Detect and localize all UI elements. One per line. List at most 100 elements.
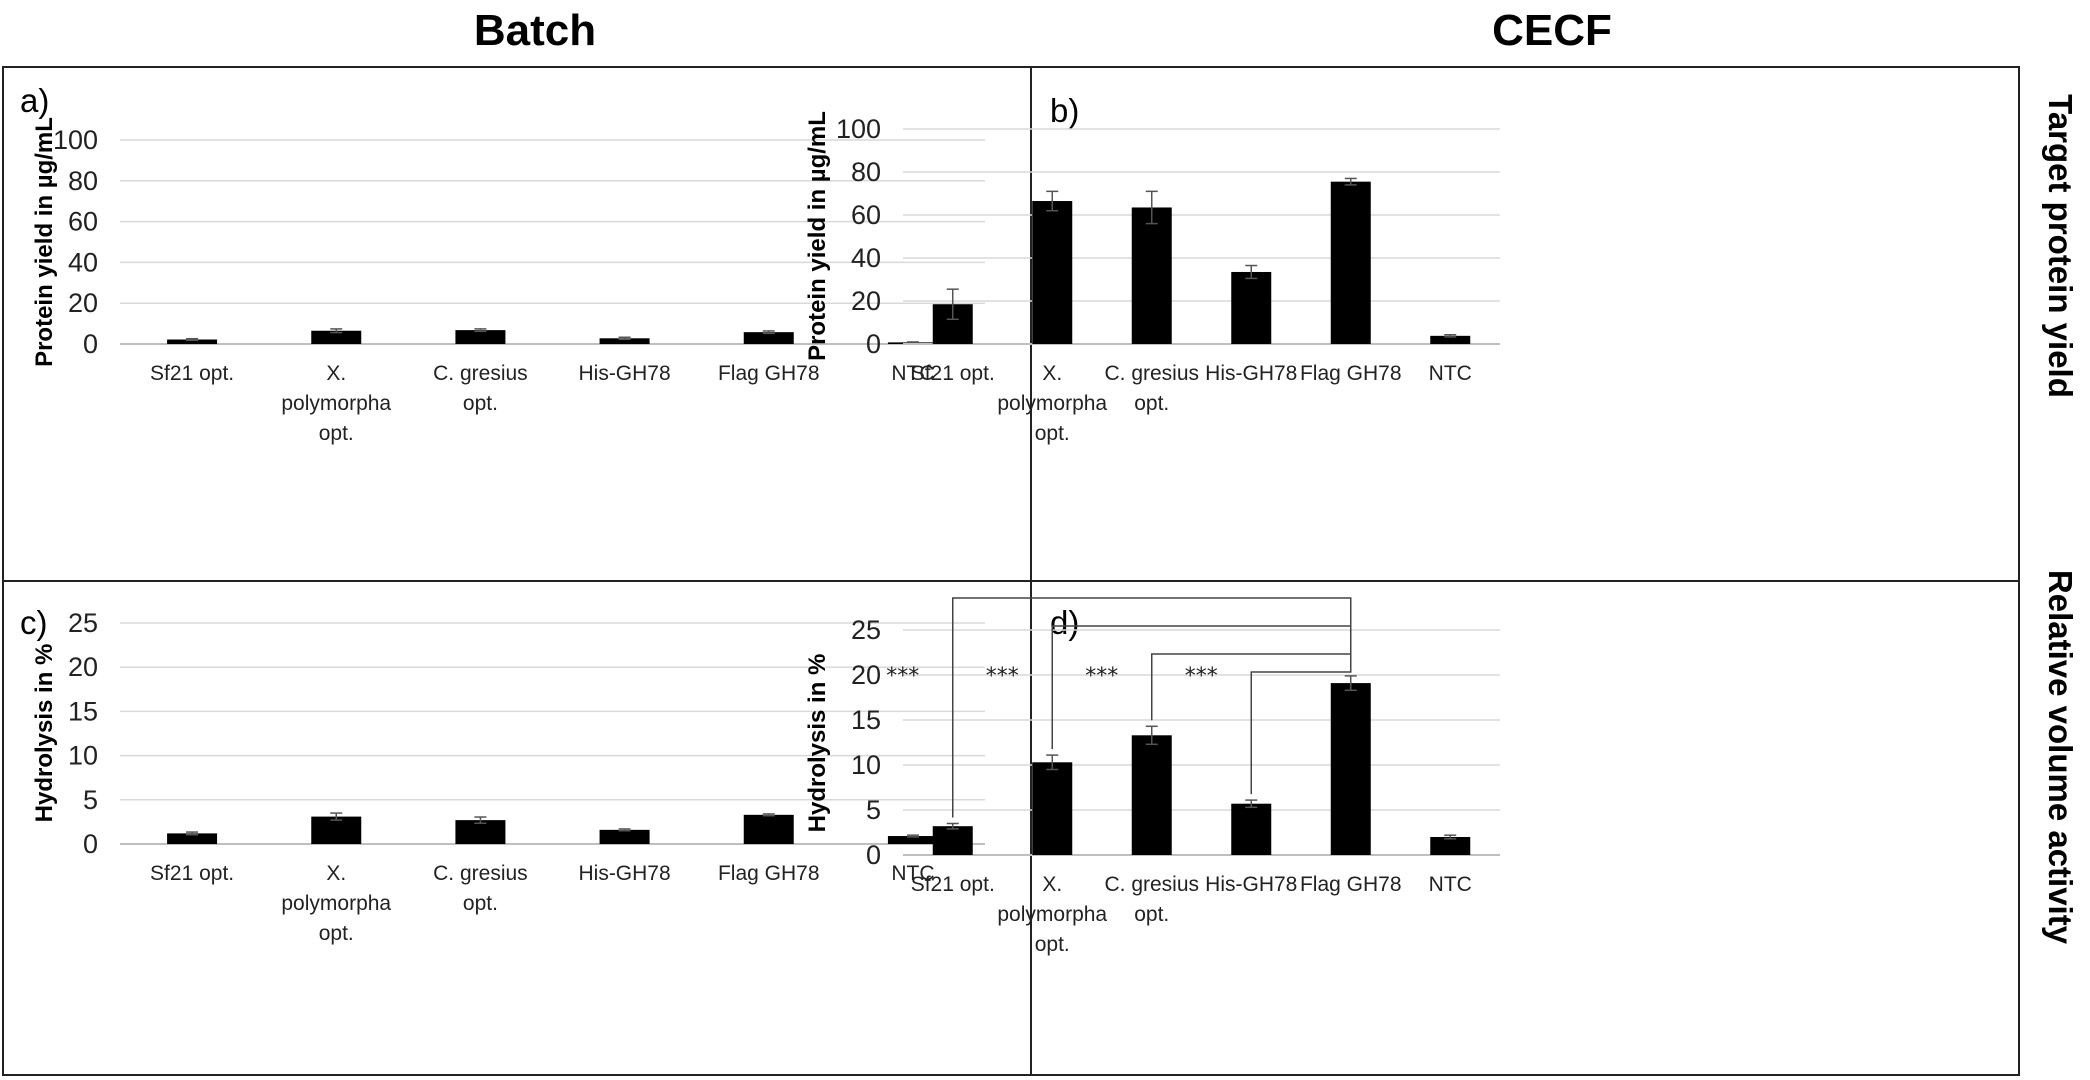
bar-b-1 xyxy=(1032,201,1073,344)
x-tick-label-c-2-1: opt. xyxy=(463,892,498,915)
y-tick-label-b-0: 0 xyxy=(866,329,881,359)
x-tick-label-b-1-2: opt. xyxy=(1035,422,1070,445)
y-tick-label-b-80: 80 xyxy=(851,157,881,187)
y-axis-label-b: Protein yield in µg/mL xyxy=(804,111,831,361)
significance-bracket-1 xyxy=(1051,625,1352,750)
x-tick-label-a-1-1: polymorpha xyxy=(281,392,391,415)
y-tick-label-a-20: 20 xyxy=(68,288,98,318)
significance-label-2: *** xyxy=(1085,664,1118,689)
x-tick-label-d-1-2: opt. xyxy=(1035,933,1070,956)
bar-d-1 xyxy=(1032,762,1073,855)
x-tick-label-d-0-0: Sf21 opt. xyxy=(911,873,995,896)
panel-label-d: d) xyxy=(1050,604,1080,641)
bar-a-4 xyxy=(743,332,794,344)
x-tick-label-b-2-0: C. gresius xyxy=(1104,362,1199,385)
x-tick-label-b-4-0: Flag GH78 xyxy=(1300,362,1402,385)
y-tick-label-a-40: 40 xyxy=(68,247,98,277)
bar-d-5 xyxy=(1430,837,1471,855)
bar-d-2 xyxy=(1131,735,1172,855)
y-axis-label-a: Protein yield in µg/mL xyxy=(31,117,58,367)
x-tick-label-c-2-0: C. gresius xyxy=(433,862,528,885)
y-tick-label-b-40: 40 xyxy=(851,243,881,273)
y-tick-label-c-25: 25 xyxy=(68,608,98,638)
bar-a-1 xyxy=(311,330,362,344)
y-tick-label-d-25: 25 xyxy=(851,615,881,645)
column-title-batch: Batch xyxy=(473,6,597,55)
x-tick-label-b-2-1: opt. xyxy=(1134,392,1169,415)
y-axis-label-d: Hydrolysis in % xyxy=(804,654,831,833)
bar-b-5 xyxy=(1430,335,1471,344)
x-tick-label-a-1-0: X. xyxy=(326,362,346,385)
x-tick-label-c-0-0: Sf21 opt. xyxy=(150,862,234,885)
x-tick-label-c-3-0: His-GH78 xyxy=(578,862,670,885)
panel-label-b: b) xyxy=(1050,92,1080,129)
x-tick-label-a-2-1: opt. xyxy=(463,392,498,415)
bar-c-4 xyxy=(743,814,794,844)
bar-a-2 xyxy=(455,330,506,344)
y-tick-label-d-20: 20 xyxy=(851,660,881,690)
panel-label-a: a) xyxy=(20,82,50,119)
y-tick-label-d-5: 5 xyxy=(866,795,881,825)
column-title-cecf: CECF xyxy=(1492,6,1612,55)
x-tick-label-c-1-2: opt. xyxy=(319,922,354,945)
y-tick-label-a-0: 0 xyxy=(83,329,98,359)
y-tick-label-c-0: 0 xyxy=(83,829,98,859)
y-tick-label-d-0: 0 xyxy=(866,840,881,870)
x-tick-label-a-2-0: C. gresius xyxy=(433,362,528,385)
x-tick-label-d-1-1: polymorpha xyxy=(997,903,1107,926)
y-axis-label-c: Hydrolysis in % xyxy=(31,644,58,823)
x-tick-label-d-2-1: opt. xyxy=(1134,903,1169,926)
bar-d-4 xyxy=(1330,683,1371,855)
x-tick-label-b-1-0: X. xyxy=(1042,362,1062,385)
y-tick-label-d-10: 10 xyxy=(851,750,881,780)
significance-bracket-3 xyxy=(1250,671,1352,795)
x-tick-label-c-4-0: Flag GH78 xyxy=(718,862,820,885)
y-tick-label-c-10: 10 xyxy=(68,741,98,771)
x-tick-label-a-1-2: opt. xyxy=(319,422,354,445)
x-tick-label-c-5-0: NTC xyxy=(891,862,934,885)
x-tick-label-d-2-0: C. gresius xyxy=(1104,873,1199,896)
significance-label-1: *** xyxy=(986,664,1019,689)
significance-label-0: *** xyxy=(886,664,919,689)
y-tick-label-b-100: 100 xyxy=(836,114,881,144)
bar-c-3 xyxy=(599,829,650,844)
panel-label-c: c) xyxy=(20,604,48,641)
significance-bracket-2 xyxy=(1151,653,1352,721)
bar-c-0 xyxy=(167,833,218,844)
y-tick-label-a-80: 80 xyxy=(68,166,98,196)
bar-b-4 xyxy=(1330,181,1371,344)
x-tick-label-a-4-0: Flag GH78 xyxy=(718,362,820,385)
bar-c-2 xyxy=(455,820,506,844)
x-tick-label-d-3-0: His-GH78 xyxy=(1205,873,1297,896)
significance-label-3: *** xyxy=(1185,664,1218,689)
bar-a-0 xyxy=(167,339,218,344)
bar-d-3 xyxy=(1231,803,1272,855)
x-tick-label-b-3-0: His-GH78 xyxy=(1205,362,1297,385)
x-tick-label-c-1-0: X. xyxy=(326,862,346,885)
x-tick-label-d-4-0: Flag GH78 xyxy=(1300,873,1402,896)
bar-b-2 xyxy=(1131,207,1172,344)
y-tick-label-c-5: 5 xyxy=(83,785,98,815)
x-tick-label-a-5-0: NTC xyxy=(891,362,934,385)
x-tick-label-b-1-1: polymorpha xyxy=(997,392,1107,415)
x-tick-label-c-1-1: polymorpha xyxy=(281,892,391,915)
x-tick-label-a-3-0: His-GH78 xyxy=(578,362,670,385)
bar-a-3 xyxy=(599,338,650,344)
y-tick-label-a-100: 100 xyxy=(53,125,98,155)
bar-c-1 xyxy=(311,816,362,844)
x-tick-label-d-5-0: NTC xyxy=(1429,873,1472,896)
x-tick-label-b-5-0: NTC xyxy=(1429,362,1472,385)
y-tick-label-b-60: 60 xyxy=(851,200,881,230)
bar-d-0 xyxy=(932,826,973,855)
y-tick-label-a-60: 60 xyxy=(68,207,98,237)
y-tick-label-b-20: 20 xyxy=(851,286,881,316)
y-tick-label-c-20: 20 xyxy=(68,652,98,682)
x-tick-label-d-1-0: X. xyxy=(1042,873,1062,896)
y-tick-label-c-15: 15 xyxy=(68,696,98,726)
x-tick-label-b-0-0: Sf21 opt. xyxy=(911,362,995,385)
y-tick-label-d-15: 15 xyxy=(851,705,881,735)
bar-c-5 xyxy=(887,836,938,844)
bar-b-3 xyxy=(1231,271,1272,344)
x-tick-label-a-0-0: Sf21 opt. xyxy=(150,362,234,385)
